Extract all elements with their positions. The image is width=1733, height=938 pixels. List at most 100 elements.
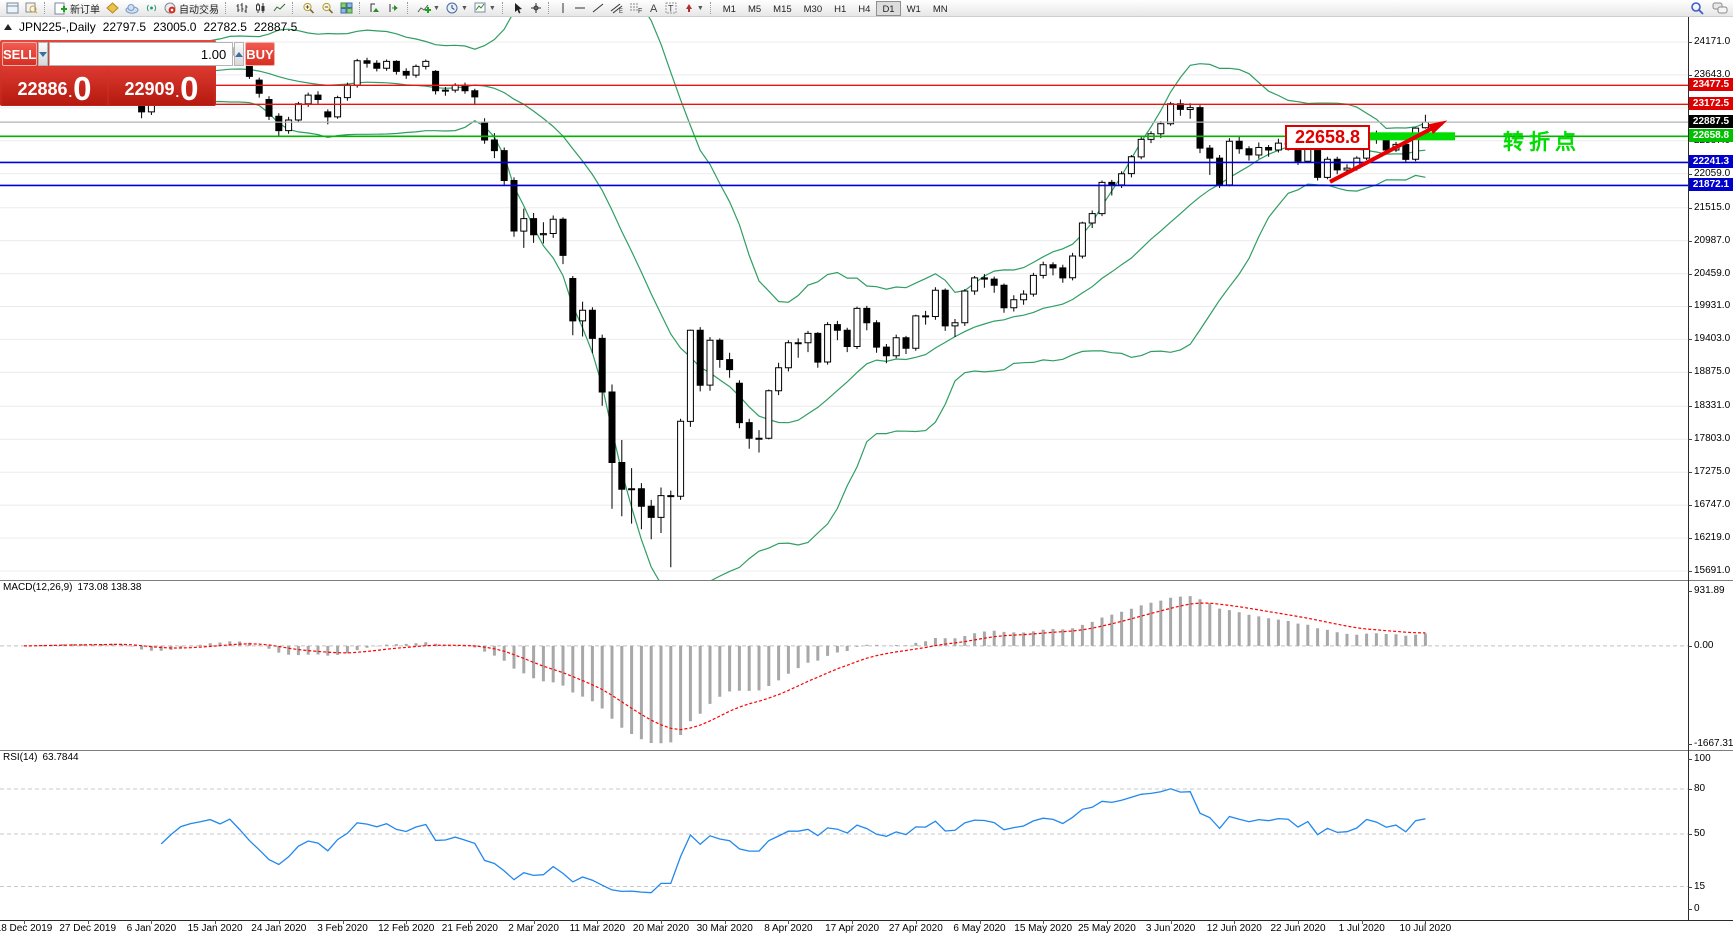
fibonacci-icon[interactable]: F — [626, 0, 645, 16]
price-axis-label: 21515.0 — [1694, 201, 1731, 213]
metaeditor-icon[interactable] — [103, 0, 122, 16]
rsi-axis-tick — [1688, 886, 1692, 888]
timeframe-h1[interactable]: H1 — [834, 3, 847, 15]
text-icon[interactable]: A — [645, 0, 662, 16]
timeframe-mn[interactable]: MN — [932, 3, 948, 15]
price-axis-label: 23643.0 — [1694, 68, 1731, 80]
arrows-button[interactable]: ▼ — [680, 0, 707, 16]
svg-text:A: A — [650, 3, 658, 14]
price-axis-tick — [1688, 42, 1692, 43]
buy-price-button[interactable]: 22909. 0 — [109, 67, 214, 105]
macd-axis-tick — [1688, 591, 1692, 592]
date-axis-tick — [342, 920, 344, 924]
rsi-axis-label: 0 — [1694, 903, 1700, 914]
timeframe-m15[interactable]: M15 — [773, 3, 792, 15]
text-label-icon[interactable]: T — [662, 0, 680, 16]
macd-indicator-label: MACD(12,26,9) 173.08 138.38 — [3, 582, 141, 593]
price-axis-border — [1688, 17, 1689, 920]
cloud-icon[interactable] — [122, 0, 142, 16]
rsi-axis-label: 50 — [1694, 828, 1706, 839]
indicators-button[interactable]: ▼ — [414, 0, 443, 16]
date-axis[interactable]: 18 Dec 2019 27 Dec 2019 6 Jan 2020 15 Jan 2… — [0, 920, 1688, 938]
chevron-down-icon: ▼ — [696, 4, 704, 12]
rsi-pane-canvas[interactable] — [0, 751, 1688, 920]
macd-values: 173.08 138.38 — [77, 582, 142, 593]
sell-price-big-digit: 0 — [73, 69, 92, 107]
volume-increase-button[interactable] — [234, 42, 245, 66]
autotrading-button[interactable]: 自动交易 — [161, 0, 222, 16]
timeframe-w1[interactable]: W1 — [906, 3, 921, 15]
vertical-line-icon[interactable] — [555, 0, 571, 16]
date-axis-tick — [278, 920, 280, 924]
volume-decrease-button[interactable] — [38, 42, 49, 66]
main-toolbar: 新订单 自动交易 ▼ ▼ ▼ E F A T ▼ M1 M5 M15 M30 H1 H4 D… — [0, 0, 1733, 17]
price-axis-tick — [1688, 372, 1692, 374]
templates-button[interactable]: ▼ — [471, 0, 499, 16]
date-axis-tick — [215, 920, 217, 924]
date-axis-label: 27 Dec 2019 — [59, 923, 117, 934]
price-callout-label[interactable]: 22658.8 — [1285, 125, 1370, 150]
search-icon[interactable] — [1690, 1, 1704, 18]
symbol-info-line: JPN225-,Daily 22797.5 23005.0 22782.5 22… — [4, 20, 297, 34]
buy-price-big-digit: 0 — [180, 69, 199, 107]
timeframe-d1[interactable]: D1 — [876, 0, 901, 16]
date-axis-label: 24 Jan 2020 — [251, 923, 307, 934]
chat-icon[interactable] — [1712, 1, 1728, 18]
date-axis-tick — [597, 920, 599, 924]
tile-windows-icon[interactable] — [337, 0, 356, 16]
date-axis-tick — [151, 920, 153, 924]
price-axis-label: 16219.0 — [1694, 532, 1731, 544]
date-axis-tick — [1234, 920, 1236, 924]
price-axis-label: 24171.0 — [1694, 36, 1731, 47]
zoom-out-icon[interactable] — [318, 0, 337, 16]
rsi-pane-separator[interactable] — [0, 750, 1733, 751]
trendline-icon[interactable] — [589, 0, 607, 16]
date-axis-tick — [1425, 920, 1427, 924]
line-chart-icon[interactable] — [270, 0, 289, 16]
ohlc-close: 22887.5 — [253, 20, 298, 34]
equidistant-channel-icon[interactable]: E — [607, 0, 626, 16]
timeframe-h4[interactable]: H4 — [858, 3, 871, 15]
new-order-icon — [54, 2, 67, 14]
date-axis-tick — [724, 920, 726, 924]
candlestick-icon[interactable] — [251, 0, 270, 16]
main-chart-canvas[interactable] — [0, 17, 1688, 580]
timeframe-m1[interactable]: M1 — [722, 3, 736, 15]
macd-pane-canvas[interactable] — [0, 581, 1688, 750]
buy-price: 22909 — [124, 79, 175, 99]
sell-button[interactable]: SELL — [2, 42, 38, 66]
auto-scroll-icon[interactable] — [366, 0, 385, 16]
sell-price-button[interactable]: 22886. 0 — [2, 67, 107, 105]
signal-icon[interactable] — [142, 0, 161, 16]
date-axis-label: 6 Jan 2020 — [126, 923, 177, 934]
date-axis-tick — [1298, 920, 1299, 924]
price-level-badge: 22658.8 — [1689, 129, 1733, 143]
turning-point-label[interactable]: 转折点 — [1503, 131, 1581, 154]
bar-chart-icon[interactable] — [232, 0, 251, 16]
periods-icon — [446, 2, 458, 14]
new-order-button[interactable]: 新订单 — [51, 0, 103, 16]
volume-input[interactable] — [49, 42, 234, 66]
cursor-icon[interactable] — [509, 0, 527, 16]
price-axis-tick — [1688, 505, 1692, 507]
timeframe-m5[interactable]: M5 — [747, 3, 762, 15]
macd-axis-label: 0.00 — [1694, 639, 1714, 651]
price-axis-label: 20459.0 — [1694, 267, 1731, 279]
timeframe-m30[interactable]: M30 — [803, 3, 823, 15]
date-axis-tick — [87, 920, 89, 924]
chart-window-icon[interactable] — [3, 0, 22, 16]
crosshair-icon[interactable] — [527, 0, 545, 16]
buy-button[interactable]: BUY — [245, 42, 275, 66]
date-axis-label: 12 Jun 2020 — [1206, 923, 1262, 934]
horizontal-line-icon[interactable] — [571, 0, 589, 16]
market-watch-icon[interactable] — [22, 0, 41, 16]
macd-pane-separator[interactable] — [0, 580, 1733, 581]
chevron-down-icon: ▼ — [433, 4, 440, 12]
autotrading-label: 自动交易 — [179, 4, 219, 16]
zoom-in-icon[interactable] — [299, 0, 318, 16]
price-axis[interactable]: 24171.023643.023115.022587.022059.021515… — [1688, 0, 1733, 938]
toolbar-separator — [501, 2, 506, 14]
date-axis-label: 22 Jun 2020 — [1270, 923, 1326, 934]
chart-shift-icon[interactable] — [385, 0, 404, 16]
periods-button[interactable]: ▼ — [443, 0, 471, 16]
